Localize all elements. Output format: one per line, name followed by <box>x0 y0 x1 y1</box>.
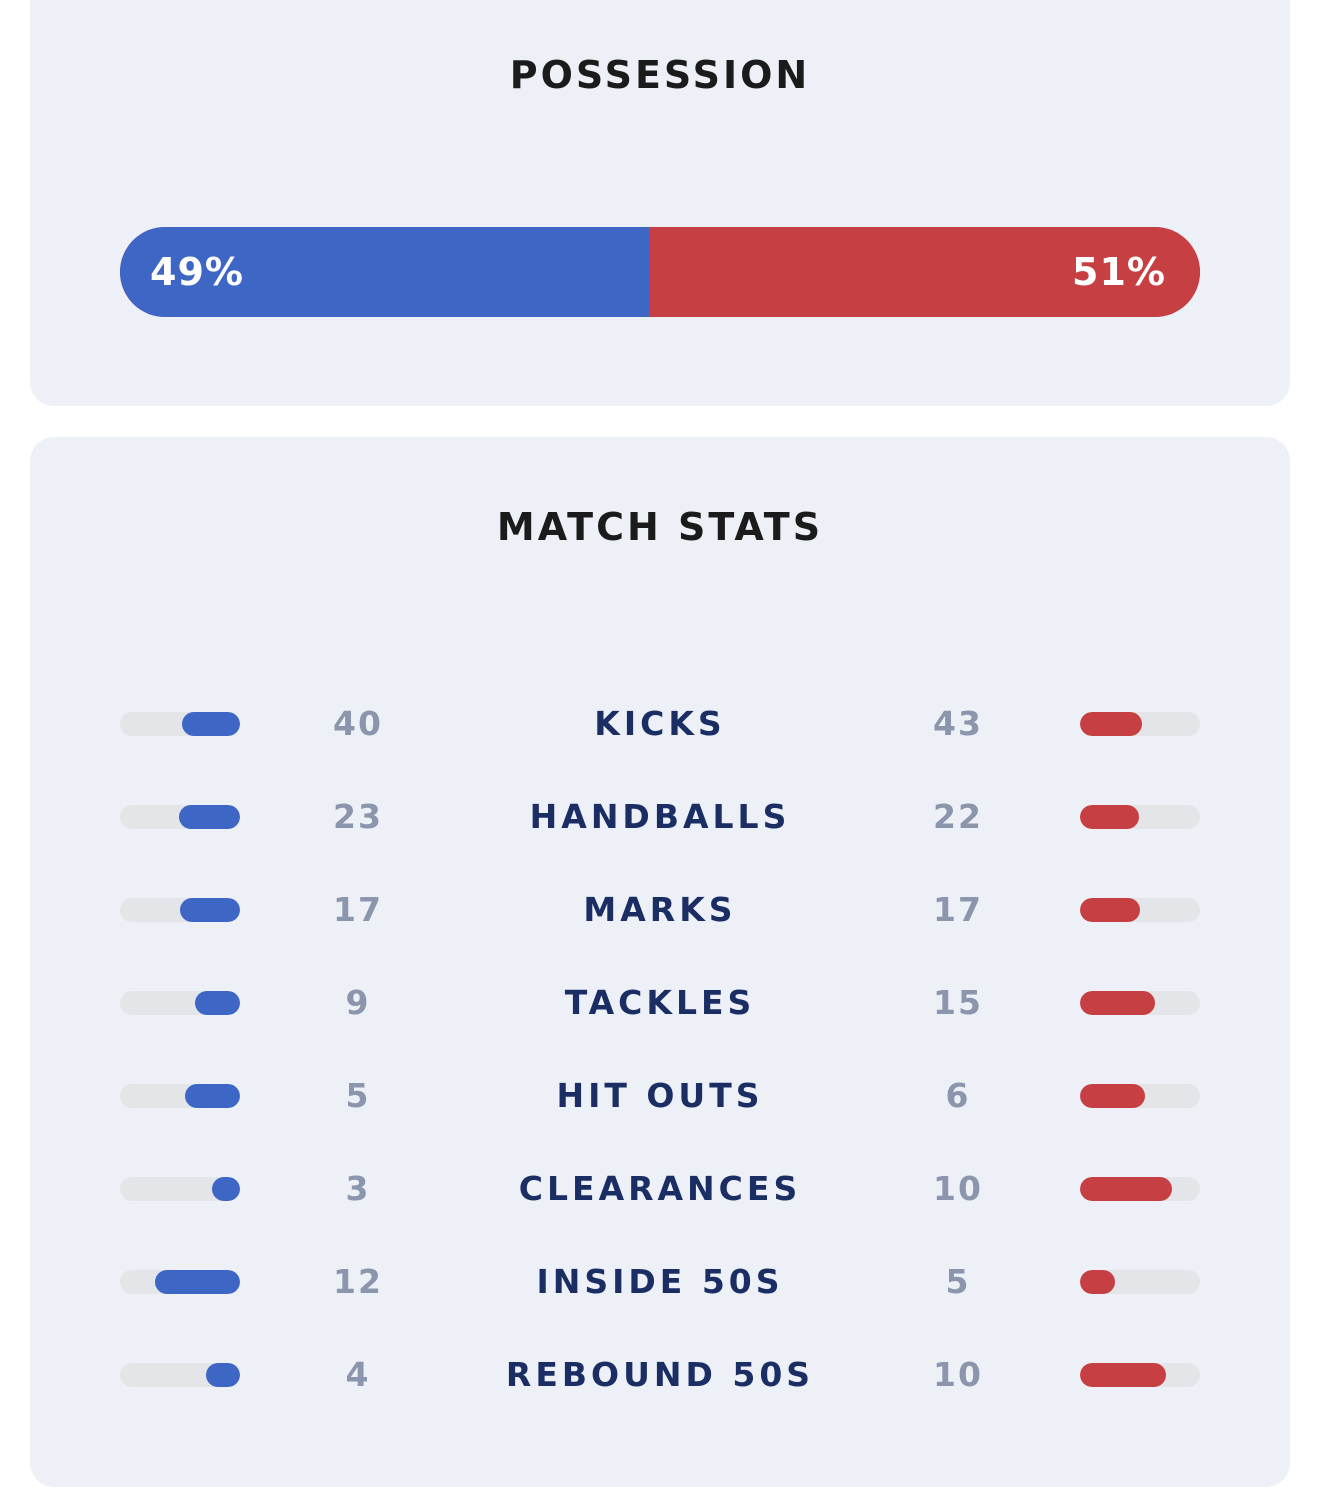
possession-home-label: 49% <box>150 250 244 294</box>
away-stat-bar-fill <box>1080 805 1139 829</box>
away-stat-value: 10 <box>933 1169 983 1208</box>
home-stat-value: 12 <box>333 1262 383 1301</box>
away-stat-bar <box>1080 991 1200 1015</box>
stat-row-inside-50s: 12 INSIDE 50S 5 <box>30 1235 1290 1328</box>
home-stat-bar <box>120 1363 240 1387</box>
home-stat-bar-fill <box>155 1270 240 1294</box>
home-stat-bar <box>120 1084 240 1108</box>
stat-label: HIT OUTS <box>556 1076 764 1115</box>
stat-row-clearances: 3 CLEARANCES 10 <box>30 1142 1290 1235</box>
home-stat-value: 4 <box>345 1355 371 1394</box>
home-stat-bar-fill <box>182 712 240 736</box>
home-stat-value: 3 <box>345 1169 371 1208</box>
match-stats-card: MATCH STATS 40 KICKS 43 23 HANDBALLS 22 … <box>30 437 1290 1487</box>
away-stat-bar <box>1080 1177 1200 1201</box>
away-stat-bar-fill <box>1080 1270 1116 1294</box>
possession-card: POSSESSION 49% 51% <box>30 0 1290 406</box>
home-stat-bar <box>120 1177 240 1201</box>
away-stat-value: 6 <box>945 1076 971 1115</box>
stat-label: HANDBALLS <box>529 797 791 836</box>
away-stat-value: 17 <box>933 890 983 929</box>
away-stat-bar-fill <box>1080 1177 1173 1201</box>
possession-bar: 49% 51% <box>120 227 1200 317</box>
away-stat-bar <box>1080 898 1200 922</box>
stat-row-hit-outs: 5 HIT OUTS 6 <box>30 1049 1290 1142</box>
away-stat-bar <box>1080 1084 1200 1108</box>
stat-row-tackles: 9 TACKLES 15 <box>30 956 1290 1049</box>
home-stat-bar-fill <box>178 805 240 829</box>
home-stat-bar-fill <box>205 1363 240 1387</box>
match-stats-title: MATCH STATS <box>496 505 824 549</box>
stat-row-kicks: 40 KICKS 43 <box>30 677 1290 770</box>
home-stat-value: 40 <box>333 704 383 743</box>
possession-away-fill <box>649 227 1200 317</box>
away-stat-value: 22 <box>933 797 983 836</box>
away-stat-bar <box>1080 1363 1200 1387</box>
away-stat-value: 43 <box>933 704 983 743</box>
away-stat-bar-fill <box>1080 898 1140 922</box>
away-stat-bar-fill <box>1080 712 1143 736</box>
home-stat-bar <box>120 898 240 922</box>
away-stat-value: 15 <box>933 983 983 1022</box>
stat-label: INSIDE 50S <box>536 1262 784 1301</box>
home-stat-bar <box>120 991 240 1015</box>
stat-row-marks: 17 MARKS 17 <box>30 863 1290 956</box>
stat-row-handballs: 23 HANDBALLS 22 <box>30 770 1290 863</box>
home-stat-bar <box>120 1270 240 1294</box>
stat-label: REBOUND 50S <box>505 1355 815 1394</box>
away-stat-bar <box>1080 712 1200 736</box>
possession-home-fill <box>120 227 650 317</box>
possession-title: POSSESSION <box>509 53 811 97</box>
away-stat-bar-fill <box>1080 1363 1166 1387</box>
stat-label: CLEARANCES <box>518 1169 802 1208</box>
away-stat-bar <box>1080 805 1200 829</box>
home-stat-bar <box>120 805 240 829</box>
away-stat-value: 10 <box>933 1355 983 1394</box>
home-stat-value: 17 <box>333 890 383 929</box>
match-stats-list: 40 KICKS 43 23 HANDBALLS 22 17 MARKS 17 … <box>30 677 1290 1421</box>
home-stat-bar-fill <box>195 991 240 1015</box>
home-stat-bar <box>120 712 240 736</box>
away-stat-value: 5 <box>945 1262 971 1301</box>
home-stat-value: 9 <box>345 983 371 1022</box>
stat-label: TACKLES <box>564 983 756 1022</box>
stat-label: KICKS <box>594 704 726 743</box>
home-stat-value: 23 <box>333 797 383 836</box>
away-stat-bar-fill <box>1080 991 1155 1015</box>
home-stat-bar-fill <box>180 898 240 922</box>
away-stat-bar-fill <box>1080 1084 1146 1108</box>
away-stat-bar <box>1080 1270 1200 1294</box>
home-stat-bar-fill <box>212 1177 240 1201</box>
stat-label: MARKS <box>583 890 737 929</box>
possession-away-label: 51% <box>1072 250 1166 294</box>
home-stat-bar-fill <box>185 1084 240 1108</box>
home-stat-value: 5 <box>345 1076 371 1115</box>
stat-row-rebound-50s: 4 REBOUND 50S 10 <box>30 1328 1290 1421</box>
